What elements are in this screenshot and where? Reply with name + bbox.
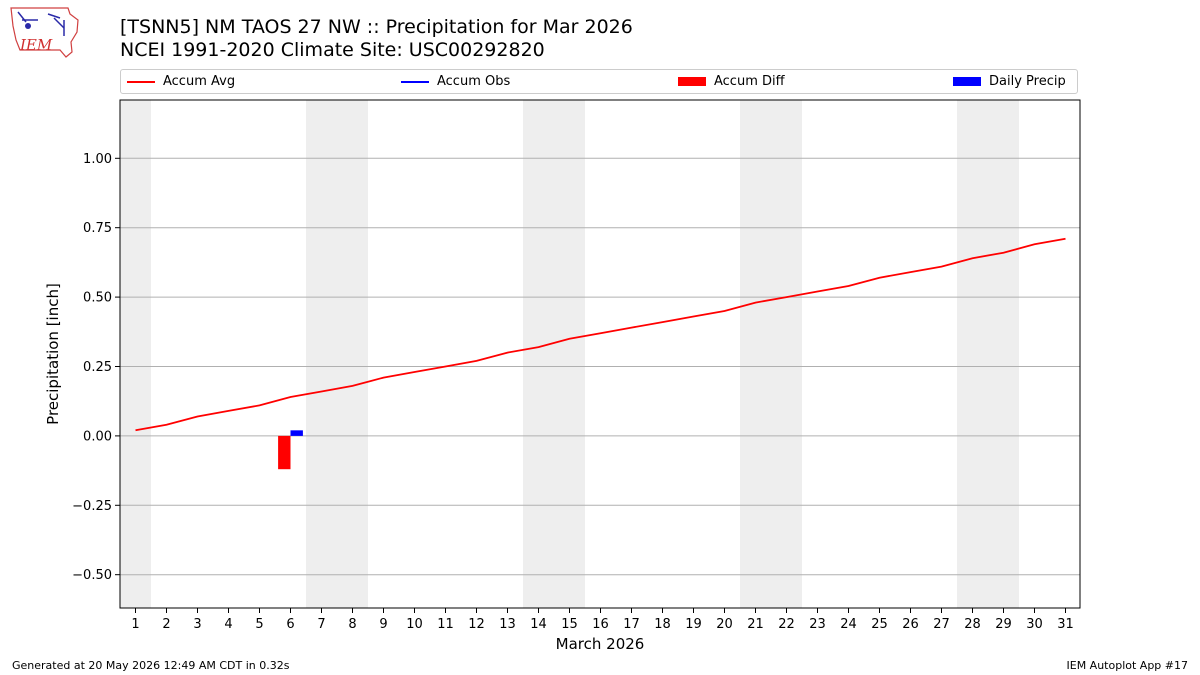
gridlines xyxy=(120,157,1080,576)
iem-logo: IEM xyxy=(8,6,80,62)
x-tick-label: 1 xyxy=(131,617,139,632)
x-tick-label: 23 xyxy=(809,617,826,632)
x-tick-label: 12 xyxy=(468,617,485,632)
x-tick-label: 14 xyxy=(530,617,547,632)
x-tick-label: 3 xyxy=(193,617,201,632)
legend-item-accum-diff: Accum Diff xyxy=(678,74,785,89)
legend-swatch-accum-avg xyxy=(127,80,155,83)
x-tick-label: 24 xyxy=(840,617,857,632)
x-tick-label: 25 xyxy=(871,617,888,632)
weekend-shading xyxy=(120,100,1019,608)
legend-item-accum-obs: Accum Obs xyxy=(401,74,510,89)
x-tick-label: 9 xyxy=(379,617,387,632)
legend-item-accum-avg: Accum Avg xyxy=(127,74,235,89)
legend-label: Accum Avg xyxy=(163,74,236,89)
footer-app: IEM Autoplot App #17 xyxy=(1066,659,1189,672)
x-axis-label: March 2026 xyxy=(556,635,645,653)
y-tick-label: 1.00 xyxy=(83,152,112,167)
iem-logo-graphic: IEM xyxy=(10,7,79,58)
x-tick-label: 13 xyxy=(499,617,516,632)
y-axis-label: Precipitation [inch] xyxy=(44,283,62,425)
weekend-band xyxy=(306,100,368,608)
x-tick-label: 4 xyxy=(224,617,232,632)
legend-swatch-daily-precip xyxy=(953,77,981,86)
x-tick-label: 27 xyxy=(933,617,950,632)
x-tick-label: 22 xyxy=(778,617,795,632)
x-tick-label: 2 xyxy=(162,617,170,632)
chart-subtitle: NCEI 1991-2020 Climate Site: USC00292820 xyxy=(120,39,545,61)
x-tick-label: 21 xyxy=(747,617,764,632)
footer-generated: Generated at 20 May 2026 12:49 AM CDT in… xyxy=(12,659,290,672)
x-tick-label: 6 xyxy=(286,617,294,632)
x-tick-label: 11 xyxy=(437,617,454,632)
x-tick-label: 15 xyxy=(561,617,578,632)
weekend-band xyxy=(120,100,151,608)
y-tick-label: 0.75 xyxy=(83,221,112,236)
plot-frame xyxy=(119,99,1081,609)
x-tick-label: 18 xyxy=(654,617,671,632)
y-tick-label: −0.50 xyxy=(72,568,112,583)
x-tick-label: 26 xyxy=(902,617,919,632)
x-tick-label: 20 xyxy=(716,617,733,632)
x-tick-label: 17 xyxy=(623,617,640,632)
x-tick-label: 30 xyxy=(1026,617,1043,632)
legend-label: Accum Obs xyxy=(437,74,511,89)
x-tick-label: 16 xyxy=(592,617,609,632)
legend-swatch-accum-obs xyxy=(401,80,429,83)
weekend-band xyxy=(740,100,802,608)
x-tick-label: 29 xyxy=(995,617,1012,632)
chart-title: [TSNN5] NM TAOS 27 NW :: Precipitation f… xyxy=(120,16,633,38)
x-tick-label: 10 xyxy=(406,617,423,632)
legend-swatch-accum-diff xyxy=(678,77,706,86)
x-tick-label: 28 xyxy=(964,617,981,632)
y-tick-label: −0.25 xyxy=(72,499,112,514)
y-tick-label: 0.25 xyxy=(83,360,112,375)
accum-diff-bar xyxy=(278,435,291,470)
lines xyxy=(135,237,1066,432)
x-tick-label: 7 xyxy=(317,617,325,632)
daily-precip-bar xyxy=(290,430,303,436)
weekend-band xyxy=(957,100,1019,608)
accum-avg-line xyxy=(135,237,1066,432)
legend-label: Daily Precip xyxy=(989,74,1066,89)
legend-label: Accum Diff xyxy=(714,74,785,89)
x-axis-ticks: 1 2 3 4 5 6 7 8 9 10 11 12 13 14 15 16 17 18 19 20 21 22 23 24 2… xyxy=(131,608,1074,632)
legend: Accum Avg Accum Obs Accum Diff Daily Pre… xyxy=(120,69,1078,94)
y-tick-label: 0.50 xyxy=(83,291,112,306)
x-tick-label: 8 xyxy=(348,617,356,632)
legend-item-daily-precip: Daily Precip xyxy=(953,74,1066,89)
x-tick-label: 19 xyxy=(685,617,702,632)
logo-text: IEM xyxy=(19,36,53,54)
bars xyxy=(278,430,303,470)
y-tick-label: 0.00 xyxy=(83,429,112,444)
x-tick-label: 5 xyxy=(255,617,263,632)
y-axis-ticks: −0.50 −0.25 0.00 0.25 0.50 0.75 1.00 xyxy=(72,152,120,583)
x-tick-label: 31 xyxy=(1057,617,1074,632)
weekend-band xyxy=(523,100,585,608)
